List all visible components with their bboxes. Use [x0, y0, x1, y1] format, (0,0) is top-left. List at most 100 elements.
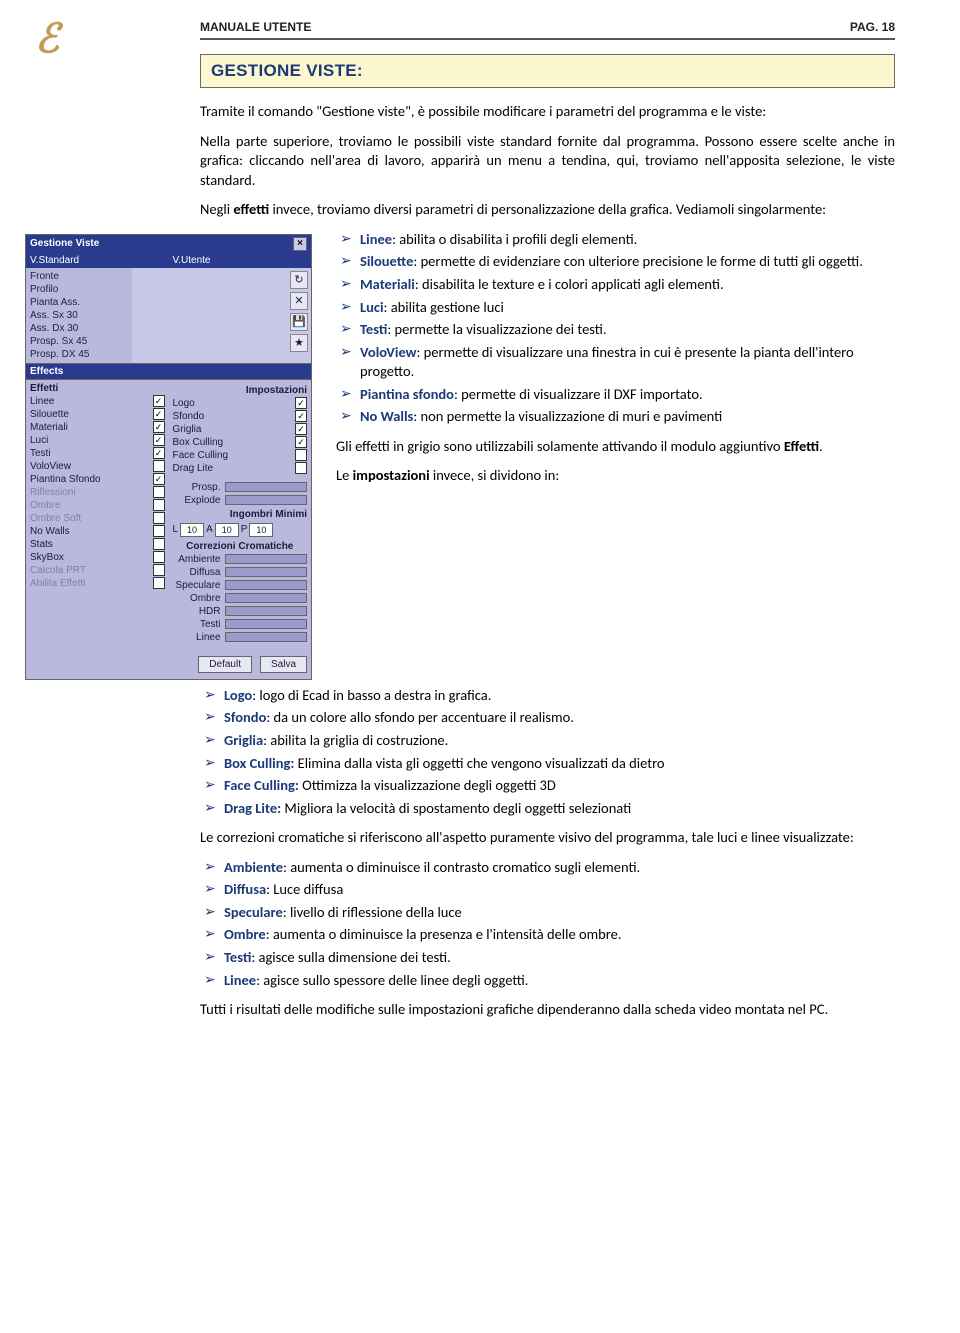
checkbox[interactable]: [153, 512, 165, 524]
cc-title: Correzioni Cromatiche: [173, 539, 308, 553]
eff-row: Riflessioni: [30, 486, 165, 499]
effetti-list: Linee: abilita o disabilita i profili de…: [336, 230, 895, 427]
list-item: Testi: agisce sulla dimensione dei testi…: [200, 948, 895, 968]
checkbox[interactable]: [295, 436, 307, 448]
checkbox[interactable]: [153, 421, 165, 433]
explode-slider[interactable]: [225, 495, 308, 505]
page-header: MANUALE UTENTE PAG. 18: [200, 20, 895, 40]
eff-row: Piantina Sfondo: [30, 473, 165, 486]
checkbox[interactable]: [295, 423, 307, 435]
eff-row: Face Culling: [173, 449, 308, 462]
panel-titlebar: Gestione Viste ×: [26, 235, 311, 253]
section-heading-box: GESTIONE VISTE:: [200, 54, 895, 88]
eff-row: Sfondo: [173, 410, 308, 423]
eff-row: Silouette: [30, 408, 165, 421]
checkbox[interactable]: [153, 460, 165, 472]
list-item: Testi: permette la visualizzazione dei t…: [336, 320, 895, 340]
cc-slider[interactable]: [225, 567, 308, 577]
view-item[interactable]: Pianta Ass.: [30, 296, 128, 309]
ing-L-input[interactable]: 10: [180, 523, 204, 537]
eff-row: VoloView: [30, 460, 165, 473]
view-item[interactable]: Prosp. Sx 45: [30, 335, 128, 348]
checkbox[interactable]: [153, 447, 165, 459]
refresh-icon[interactable]: ↻: [290, 271, 308, 289]
eff-row: Linee: [30, 395, 165, 408]
list-item: Drag Lite: Migliora la velocità di spost…: [200, 799, 895, 819]
eff-row: Calcola PRT: [30, 564, 165, 577]
header-page: PAG. 18: [850, 20, 895, 34]
imp-intro: Le impostazioni invece, si dividono in:: [336, 466, 895, 486]
ing-P-input[interactable]: 10: [249, 523, 273, 537]
checkbox[interactable]: [153, 486, 165, 498]
save-icon[interactable]: 💾: [290, 313, 308, 331]
eff-row: Materiali: [30, 421, 165, 434]
checkbox[interactable]: [153, 499, 165, 511]
intro-p1: Tramite il comando "Gestione viste", è p…: [200, 102, 895, 122]
eff-row: Stats: [30, 538, 165, 551]
list-item: Ambiente: aumenta o diminuisce il contra…: [200, 858, 895, 878]
star-icon[interactable]: ★: [290, 334, 308, 352]
list-item: Face Culling: Ottimizza la visualizzazio…: [200, 776, 895, 796]
intro-p2: Nella parte superiore, troviamo le possi…: [200, 132, 895, 191]
ingombri-row: L10 A10 P10: [173, 521, 308, 539]
impostazioni-list: Logo: logo di Ecad in basso a destra in …: [200, 686, 895, 818]
checkbox[interactable]: [295, 462, 307, 474]
gestione-viste-panel: Gestione Viste × V.Standard V.Utente Fro…: [25, 234, 312, 680]
checkbox[interactable]: [153, 434, 165, 446]
checkbox[interactable]: [295, 397, 307, 409]
correzioni-list: Ambiente: aumenta o diminuisce il contra…: [200, 858, 895, 990]
checkbox[interactable]: [153, 551, 165, 563]
view-item[interactable]: Prosp. DX 45: [30, 348, 128, 361]
header-title: MANUALE UTENTE: [200, 20, 311, 34]
checkbox[interactable]: [153, 473, 165, 485]
checkbox[interactable]: [295, 410, 307, 422]
checkbox[interactable]: [153, 525, 165, 537]
cc-slider[interactable]: [225, 632, 308, 642]
list-item: Silouette: permette di evidenziare con u…: [336, 252, 895, 272]
cc-slider[interactable]: [225, 554, 308, 564]
view-item[interactable]: Ass. Sx 30: [30, 309, 128, 322]
view-item[interactable]: Profilo: [30, 283, 128, 296]
close-icon[interactable]: ×: [293, 237, 307, 251]
view-item[interactable]: Fronte: [30, 270, 128, 283]
panel-title: Gestione Viste: [30, 238, 99, 249]
checkbox[interactable]: [153, 395, 165, 407]
salva-button[interactable]: Salva: [260, 656, 307, 673]
list-item: Griglia: abilita la griglia di costruzio…: [200, 731, 895, 751]
list-item: Piantina sfondo: permette di visualizzar…: [336, 385, 895, 405]
checkbox[interactable]: [153, 577, 165, 589]
checkbox[interactable]: [153, 408, 165, 420]
eff-row: Abilita Effetti: [30, 577, 165, 590]
view-item[interactable]: Ass. Dx 30: [30, 322, 128, 335]
eff-row: Drag Lite: [173, 462, 308, 475]
list-item: Ombre: aumenta o diminuisce la presenza …: [200, 925, 895, 945]
list-item: Box Culling: Elimina dalla vista gli ogg…: [200, 754, 895, 774]
ing-A-input[interactable]: 10: [215, 523, 239, 537]
cc-slider[interactable]: [225, 593, 308, 603]
cc-slider[interactable]: [225, 619, 308, 629]
checkbox[interactable]: [153, 564, 165, 576]
checkbox[interactable]: [295, 449, 307, 461]
grey-note: Gli effetti in grigio sono utilizzabili …: [336, 437, 895, 457]
col-vstandard[interactable]: V.Standard: [26, 253, 169, 268]
views-list: FronteProfiloPianta Ass.Ass. Sx 30Ass. D…: [26, 268, 132, 363]
eff-row: Griglia: [173, 423, 308, 436]
intro-p3: Negli effetti invece, troviamo diversi p…: [200, 200, 895, 220]
eff-row: Ombre Soft: [30, 512, 165, 525]
eff-row: Logo: [173, 397, 308, 410]
cc-slider[interactable]: [225, 606, 308, 616]
prosp-slider[interactable]: [225, 482, 308, 492]
list-item: Sfondo: da un colore allo sfondo per acc…: [200, 708, 895, 728]
cc-slider[interactable]: [225, 580, 308, 590]
list-item: No Walls: non permette la visualizzazion…: [336, 407, 895, 427]
delete-icon[interactable]: ✕: [290, 292, 308, 310]
list-item: Logo: logo di Ecad in basso a destra in …: [200, 686, 895, 706]
section-title: GESTIONE VISTE:: [211, 61, 363, 80]
closing-text: Tutti i risultati delle modifiche sulle …: [200, 1000, 895, 1020]
default-button[interactable]: Default: [198, 656, 252, 673]
brand-logo: ℰ: [35, 15, 90, 55]
col-vutente[interactable]: V.Utente: [169, 253, 312, 268]
ingombri-title: Ingombri Minimi: [173, 507, 308, 521]
list-item: VoloView: permette di visualizzare una f…: [336, 343, 895, 382]
checkbox[interactable]: [153, 538, 165, 550]
